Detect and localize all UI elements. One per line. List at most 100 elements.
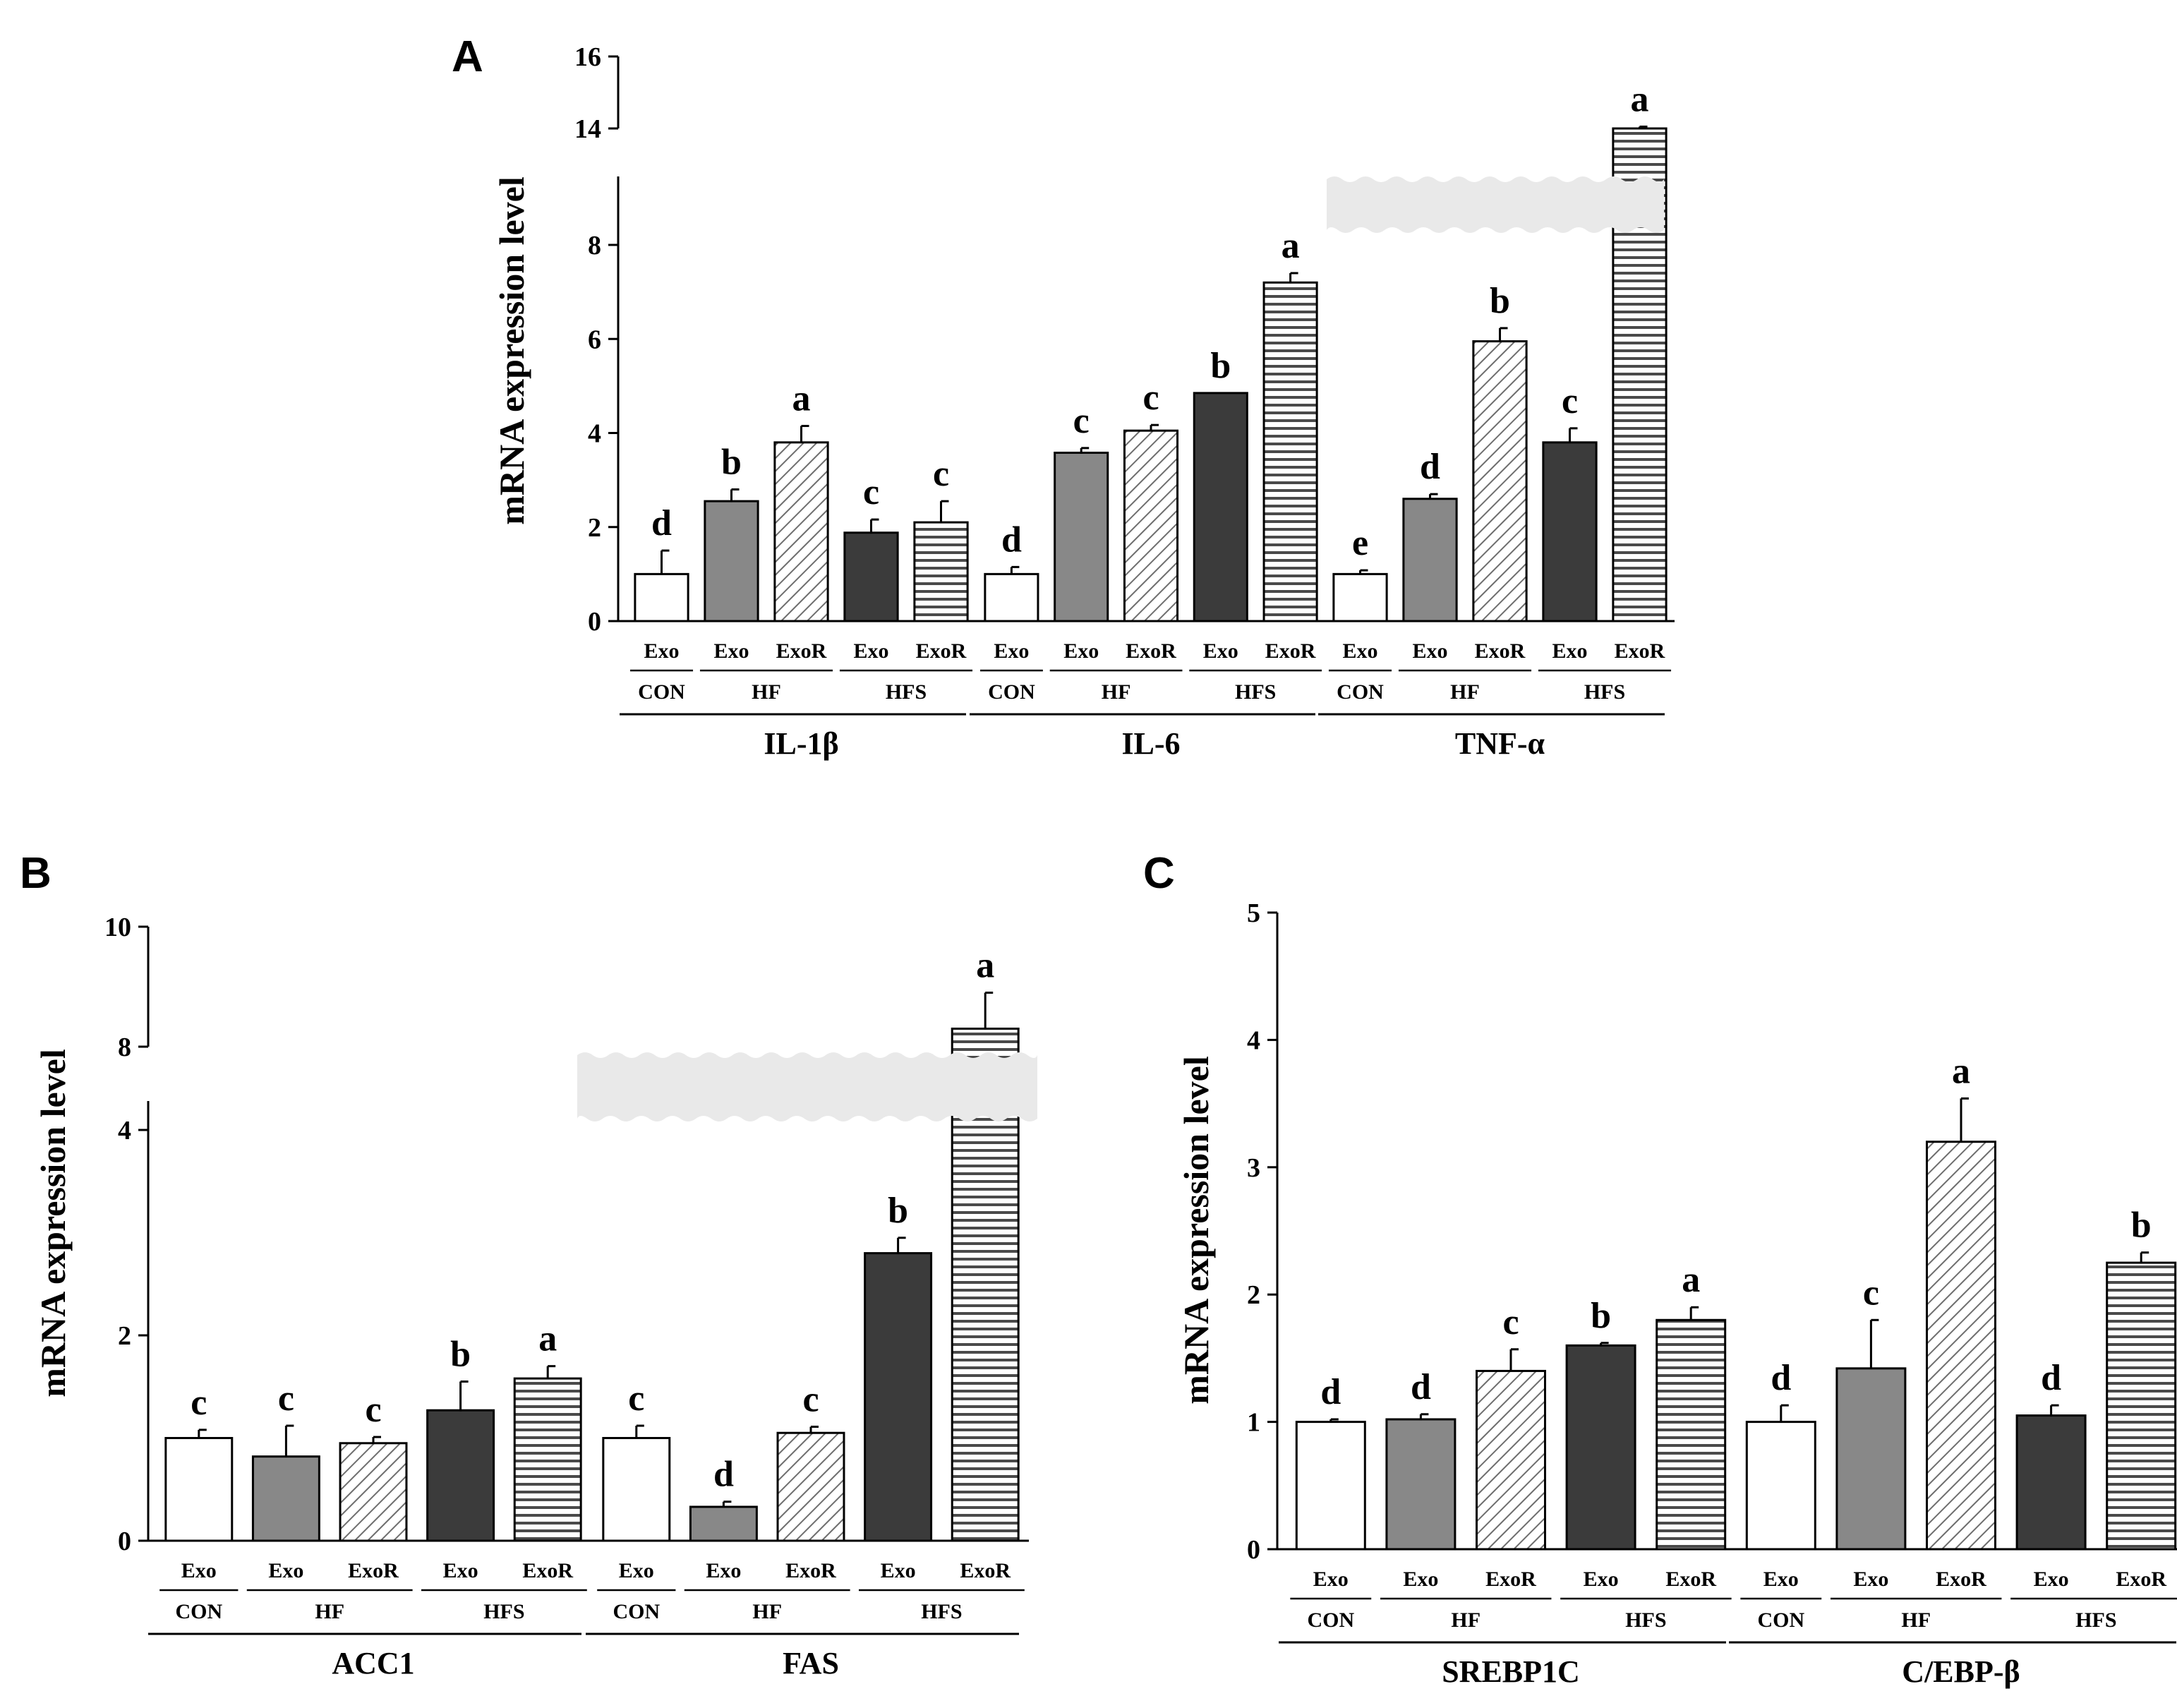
group-label: CON: [1307, 1608, 1354, 1632]
y-tick-label: 2: [588, 513, 601, 543]
y-tick-label: 14: [574, 114, 601, 144]
bar-label: Exo: [644, 639, 679, 663]
significance-letter: a: [1682, 1260, 1700, 1300]
panel-letter: C: [1143, 849, 1175, 898]
bar: [843, 531, 899, 623]
bar: [1385, 1418, 1457, 1551]
bar-label: Exo: [1203, 639, 1238, 663]
group-label: HF: [1901, 1608, 1931, 1632]
bar-label: Exo: [619, 1559, 654, 1582]
bar: [864, 1252, 933, 1542]
bar: [1295, 1421, 1366, 1551]
y-axis-label: mRNA expression level: [1176, 1056, 1216, 1405]
bar: [164, 1437, 234, 1542]
gene-label: FAS: [783, 1646, 839, 1680]
bar: [1656, 1318, 1727, 1551]
bar-label: Exo: [1853, 1568, 1888, 1591]
significance-letter: b: [721, 442, 742, 482]
significance-letter: b: [2131, 1205, 2152, 1246]
significance-letter: d: [1411, 1367, 1431, 1407]
significance-letter: c: [1142, 378, 1159, 418]
panel-letter: A: [452, 32, 483, 81]
bar: [2106, 1261, 2177, 1551]
bar: [1926, 1141, 1996, 1551]
significance-letter: d: [1320, 1372, 1341, 1412]
bar-label: Exo: [1412, 639, 1447, 663]
bar: [1565, 1344, 1636, 1551]
bar: [513, 1377, 582, 1542]
significance-letter: b: [1490, 281, 1510, 321]
group-label: HF: [752, 1600, 782, 1623]
bar-label: Exo: [994, 639, 1029, 663]
group-label: CON: [1337, 680, 1384, 704]
bar-label: Exo: [853, 639, 888, 663]
significance-letter: b: [450, 1334, 471, 1374]
significance-letter: d: [2041, 1358, 2061, 1398]
group-label: CON: [175, 1600, 222, 1623]
axis-break-band: [1327, 176, 1664, 233]
bar: [1054, 451, 1109, 623]
group-label: HFS: [1235, 680, 1276, 704]
bar-label: ExoR: [1936, 1568, 1986, 1591]
significance-letter: c: [278, 1378, 294, 1419]
significance-letter: c: [365, 1390, 381, 1430]
y-tick-label: 2: [1247, 1280, 1260, 1310]
bar-label: ExoR: [1126, 639, 1176, 663]
significance-letter: d: [713, 1455, 734, 1495]
group-label: HF: [1102, 680, 1131, 704]
bar-label: ExoR: [1475, 639, 1526, 663]
significance-letter: c: [1863, 1273, 1879, 1313]
gene-label: SREBP1C: [1442, 1654, 1580, 1689]
bar: [1835, 1367, 1907, 1551]
significance-letter: c: [802, 1379, 819, 1419]
bar-label: Exo: [706, 1559, 741, 1582]
significance-letter: a: [1631, 79, 1649, 119]
gene-label: C/EBP-β: [1902, 1654, 2020, 1689]
bar-label: Exo: [181, 1559, 217, 1582]
y-tick-label: 4: [118, 1116, 131, 1145]
gene-label: TNF-α: [1455, 726, 1545, 761]
group-label: HF: [315, 1600, 344, 1623]
significance-letter: e: [1352, 523, 1368, 563]
group-label: HFS: [483, 1600, 524, 1623]
bar: [1745, 1421, 1816, 1551]
y-axis-label: mRNA expression level: [33, 1049, 73, 1397]
bar: [773, 441, 829, 623]
bar-label: Exo: [1063, 639, 1099, 663]
bar-label: ExoR: [522, 1559, 573, 1582]
significance-letter: d: [1001, 519, 1022, 560]
bar: [426, 1409, 495, 1542]
group-label: CON: [638, 680, 685, 704]
y-tick-label: 0: [118, 1527, 131, 1556]
bar-label: Exo: [881, 1559, 916, 1582]
bar-label: ExoR: [2116, 1568, 2166, 1591]
significance-letter: a: [1282, 226, 1300, 266]
bar: [339, 1442, 408, 1542]
gene-label: ACC1: [332, 1646, 414, 1680]
y-tick-label: 8: [118, 1033, 131, 1062]
significance-letter: a: [538, 1319, 557, 1359]
bar-label: ExoR: [1665, 1568, 1716, 1591]
bar-label: ExoR: [776, 639, 827, 663]
bar-label: Exo: [713, 639, 749, 663]
group-label: CON: [613, 1600, 660, 1623]
group-label: HF: [1450, 680, 1480, 704]
bar: [1402, 498, 1458, 623]
y-tick-label: 5: [1247, 898, 1260, 928]
y-tick-label: 4: [1247, 1026, 1260, 1055]
bar-label: Exo: [1584, 1568, 1619, 1591]
group-label: HFS: [2075, 1608, 2116, 1632]
group-label: CON: [1757, 1608, 1804, 1632]
bar-label: Exo: [268, 1559, 303, 1582]
group-label: HF: [1451, 1608, 1481, 1632]
bar-label: ExoR: [1615, 639, 1665, 663]
bar-label: ExoR: [916, 639, 967, 663]
panel-letter: B: [20, 849, 52, 898]
significance-letter: c: [628, 1378, 644, 1419]
bar: [1123, 429, 1179, 623]
y-tick-label: 3: [1247, 1153, 1260, 1183]
bar: [1476, 1369, 1546, 1551]
